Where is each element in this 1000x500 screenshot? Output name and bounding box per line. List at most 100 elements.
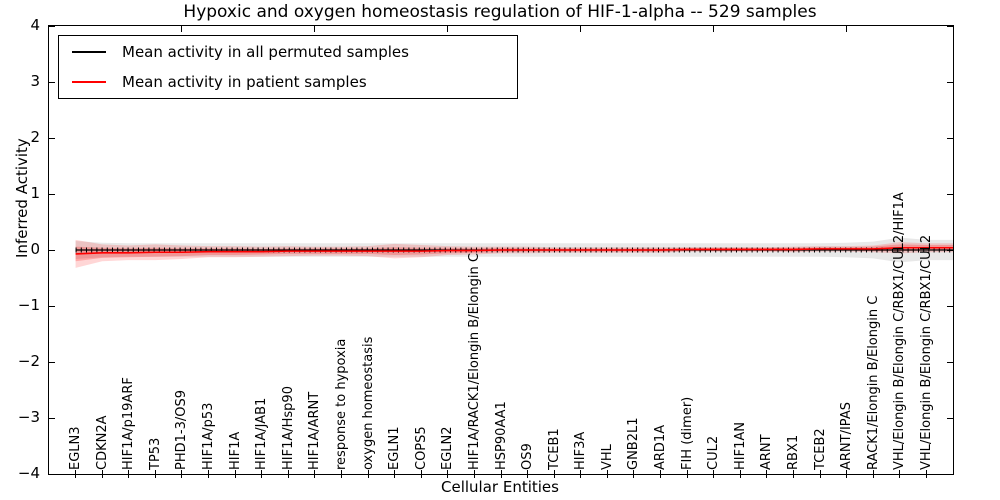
chart-title: Hypoxic and oxygen homeostasis regulatio… (183, 2, 817, 22)
y-tick-mark (49, 473, 55, 475)
x-tick-mark (208, 470, 210, 478)
x-tick-mark (101, 470, 103, 478)
x-tick-mark (367, 470, 369, 478)
x-major-tick-top (314, 26, 316, 32)
patient-mean-line (75, 246, 953, 255)
x-entity-label: EGLN1 (387, 426, 403, 470)
x-entity-label: HIF1A (227, 431, 243, 470)
x-entity-label: HIF1AN (732, 422, 748, 470)
x-entity-label: VHL/Elongin B/Elongin C/RBX1/CUL2/HIF1A (892, 192, 908, 470)
y-tick-mark (49, 137, 55, 139)
y-tick-mark (49, 305, 55, 307)
x-major-tick-top (447, 26, 449, 32)
patient-std-band-outer (75, 239, 953, 268)
x-entity-label: RBX1 (785, 434, 801, 470)
x-entity-label: EGLN3 (68, 426, 84, 470)
x-tick-mark (872, 470, 874, 478)
x-tick-mark (340, 470, 342, 478)
x-tick-mark (287, 470, 289, 478)
y-tick-mark (49, 25, 55, 27)
y-tick-mark (947, 305, 953, 307)
y-tick-mark (49, 81, 55, 83)
y-tick-mark (49, 417, 55, 419)
y-tick-mark (49, 361, 55, 363)
y-tick-label: 1 (30, 184, 40, 202)
x-tick-mark (447, 470, 449, 478)
x-tick-mark (633, 470, 635, 478)
y-tick-mark (947, 193, 953, 195)
x-tick-mark (819, 470, 821, 478)
x-entity-label: FIH (dimer) (679, 396, 695, 470)
patient-line-swatch (72, 80, 106, 83)
y-tick-mark (49, 249, 55, 251)
x-entity-label: CUL2 (706, 435, 722, 470)
x-tick-mark (181, 470, 183, 478)
x-entity-label: HIF1A/ARNT (307, 391, 323, 470)
y-tick-mark (947, 249, 953, 251)
chart-canvas (75, 237, 953, 268)
x-tick-mark (128, 470, 130, 478)
x-tick-mark (713, 470, 715, 478)
x-tick-mark (261, 470, 263, 478)
x-entity-label: HIF1A/Hsp90 (280, 386, 296, 470)
x-tick-mark (660, 470, 662, 478)
x-major-tick-top (713, 26, 715, 32)
x-tick-mark (75, 470, 77, 478)
y-tick-mark (947, 417, 953, 419)
x-tick-mark (686, 470, 688, 478)
legend-label: Mean activity in all permuted samples (122, 43, 409, 62)
x-tick-mark (154, 470, 156, 478)
y-tick-mark (49, 193, 55, 195)
legend-item-permuted: Mean activity in all permuted samples (59, 39, 517, 65)
x-entity-label: VHL (599, 444, 615, 470)
x-major-tick-top (181, 26, 183, 32)
x-entity-label: EGLN2 (440, 426, 456, 470)
x-entity-label: HSP90AA1 (493, 401, 509, 470)
y-tick-label: −4 (17, 464, 40, 482)
x-entity-label: COPS5 (413, 426, 429, 470)
x-tick-mark (500, 470, 502, 478)
x-entity-label: HIF1A/RACK1/Elongin B/Elongin C (466, 253, 482, 470)
y-tick-mark (947, 361, 953, 363)
x-entity-label: TP53 (147, 437, 163, 470)
x-entity-label: ARNT (759, 434, 775, 470)
x-major-tick-top (580, 26, 582, 32)
x-axis-label: Cellular Entities (441, 478, 559, 496)
y-tick-label: −2 (17, 352, 40, 370)
y-tick-label: 3 (30, 72, 40, 90)
y-tick-label: −3 (17, 408, 40, 426)
x-entity-label: RACK1/Elongin B/Elongin C (865, 295, 881, 470)
x-tick-mark (606, 470, 608, 478)
x-tick-mark (527, 470, 529, 478)
x-entity-label: GNB2L1 (626, 417, 642, 470)
x-entity-label: VHL/Elongin B/Elongin C/RBX1/CUL2 (918, 234, 934, 470)
y-tick-label: 4 (30, 16, 40, 34)
x-tick-mark (766, 470, 768, 478)
x-entity-label: OS9 (520, 443, 536, 470)
x-tick-mark (739, 470, 741, 478)
legend: Mean activity in all permuted samples Me… (58, 35, 518, 99)
x-entity-label: oxygen homeostasis (360, 336, 376, 470)
x-tick-mark (925, 470, 927, 478)
plot-area: Mean activity in all permuted samples Me… (48, 25, 954, 478)
legend-item-patient: Mean activity in patient samples (59, 69, 517, 95)
x-tick-mark (899, 470, 901, 478)
y-tick-label: 0 (30, 240, 40, 258)
x-major-tick-top (846, 26, 848, 32)
x-entity-label: ARNT/IPAS (839, 402, 855, 470)
x-tick-mark (420, 470, 422, 478)
x-entity-label: TCEB2 (812, 428, 828, 470)
x-tick-mark (792, 470, 794, 478)
x-entity-label: HIF3A (573, 431, 589, 470)
x-entity-label: TCEB1 (546, 428, 562, 470)
x-entity-label: CDKN2A (94, 415, 110, 470)
y-tick-label: −1 (17, 296, 40, 314)
x-entity-label: HIF1A/p19ARF (121, 377, 137, 470)
x-entity-label: HIF1A/JAB1 (254, 397, 270, 470)
y-tick-label: 2 (30, 128, 40, 146)
x-tick-mark (473, 470, 475, 478)
x-entity-label: PHD1-3/OS9 (174, 390, 190, 470)
y-tick-mark (947, 25, 953, 27)
x-tick-mark (234, 470, 236, 478)
